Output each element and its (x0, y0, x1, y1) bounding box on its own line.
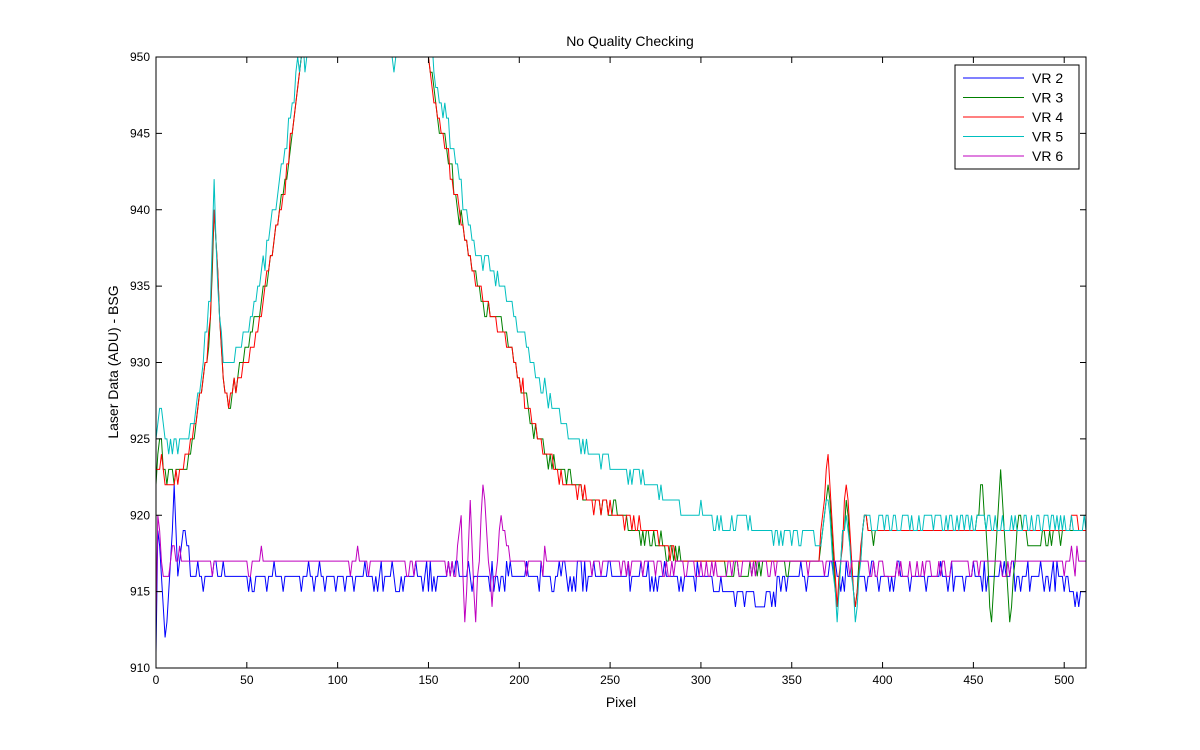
ticks-layer: 0 50 100 150 200 250 300 350 400 450 500 910 915 920 9… (130, 50, 1086, 687)
y-tick-label: 930 (130, 356, 150, 370)
legend-label-3: VR 4 (1032, 109, 1063, 125)
plot-area (156, 57, 1086, 668)
x-tick-label: 350 (782, 673, 802, 687)
y-tick-label: 950 (130, 50, 150, 64)
x-tick-label: 150 (418, 673, 438, 687)
y-tick-label: 910 (130, 661, 150, 675)
x-tick-label: 250 (600, 673, 620, 687)
x-tick-label: 450 (963, 673, 983, 687)
y-tick-label: 925 (130, 432, 150, 446)
legend-label-2: VR 3 (1032, 90, 1063, 106)
x-tick-label: 0 (153, 673, 160, 687)
y-tick-label: 935 (130, 279, 150, 293)
chart-title: No Quality Checking (566, 33, 694, 49)
series-line-4 (156, 57, 1086, 623)
x-tick-label: 400 (873, 673, 893, 687)
y-axis-label: Laser Data (ADU) - BSG (105, 285, 121, 438)
y-tick-label: 920 (130, 508, 150, 522)
x-tick-label: 50 (240, 673, 254, 687)
legend-label-4: VR 5 (1032, 129, 1063, 145)
x-tick-label: 500 (1054, 673, 1074, 687)
legend-label-1: VR 2 (1032, 70, 1063, 86)
y-tick-label: 945 (130, 126, 150, 140)
y-tick-label: 915 (130, 585, 150, 599)
series-layer (156, 57, 1086, 653)
legend-label-5: VR 6 (1032, 148, 1063, 164)
legend: VR 2 VR 3 VR 4 VR 5 VR 6 (954, 64, 1080, 170)
x-tick-label: 200 (509, 673, 529, 687)
series-line-5 (156, 484, 1086, 623)
series-line-3 (156, 57, 1086, 607)
x-tick-label: 300 (691, 673, 711, 687)
x-axis-label: Pixel (606, 694, 636, 710)
y-tick-label: 940 (130, 203, 150, 217)
x-tick-label: 100 (328, 673, 348, 687)
